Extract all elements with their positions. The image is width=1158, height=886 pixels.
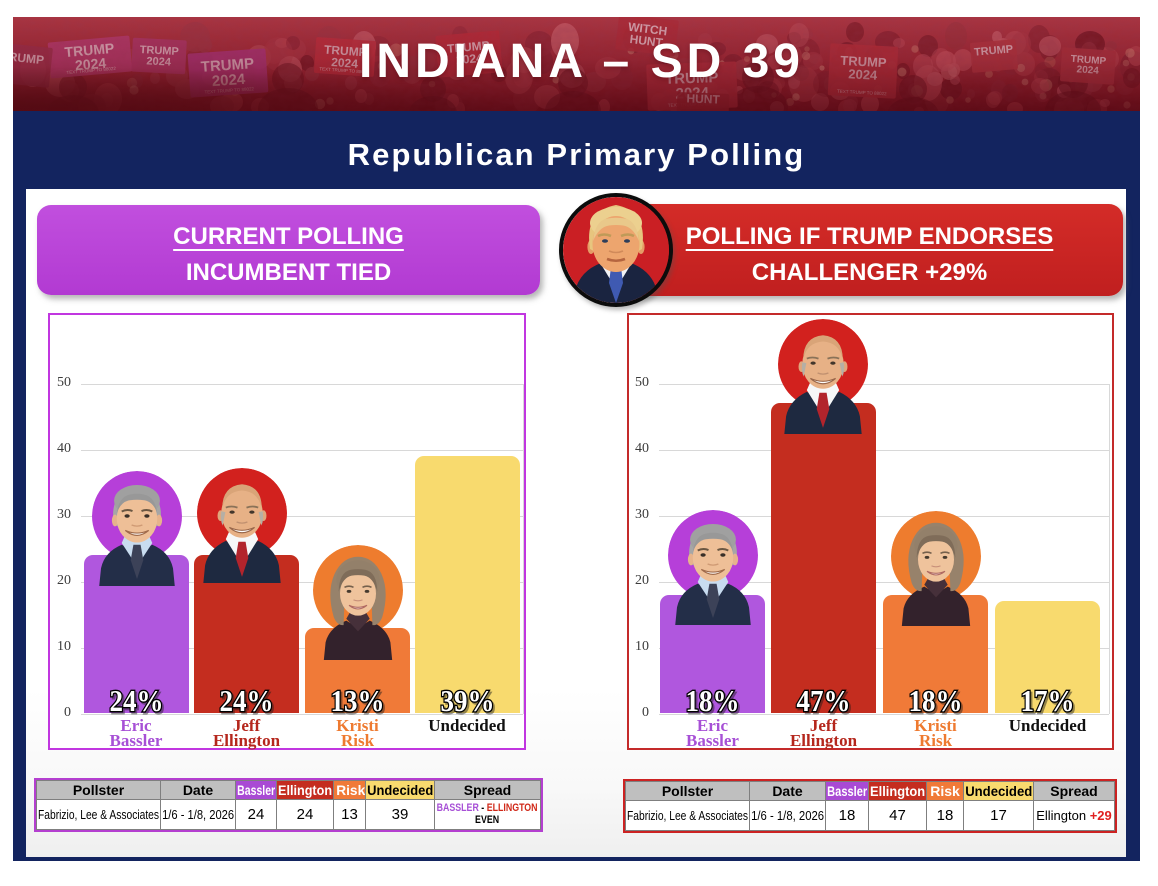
svg-text:13%: 13%: [331, 683, 385, 718]
svg-text:17%: 17%: [1022, 685, 1076, 720]
svg-text:18%: 18%: [909, 683, 963, 718]
svg-text:47%: 47%: [797, 683, 851, 718]
svg-text:18%: 18%: [687, 685, 741, 720]
svg-text:24%: 24%: [109, 683, 163, 718]
svg-text:47%: 47%: [798, 685, 852, 720]
svg-text:24%: 24%: [220, 683, 274, 718]
svg-text:17%: 17%: [1021, 683, 1075, 718]
svg-text:39%: 39%: [442, 685, 496, 720]
svg-text:39%: 39%: [440, 683, 494, 718]
svg-text:24%: 24%: [111, 685, 165, 720]
svg-text:13%: 13%: [332, 685, 386, 720]
svg-text:24%: 24%: [221, 685, 275, 720]
svg-text:18%: 18%: [910, 685, 964, 720]
svg-text:18%: 18%: [686, 683, 740, 718]
